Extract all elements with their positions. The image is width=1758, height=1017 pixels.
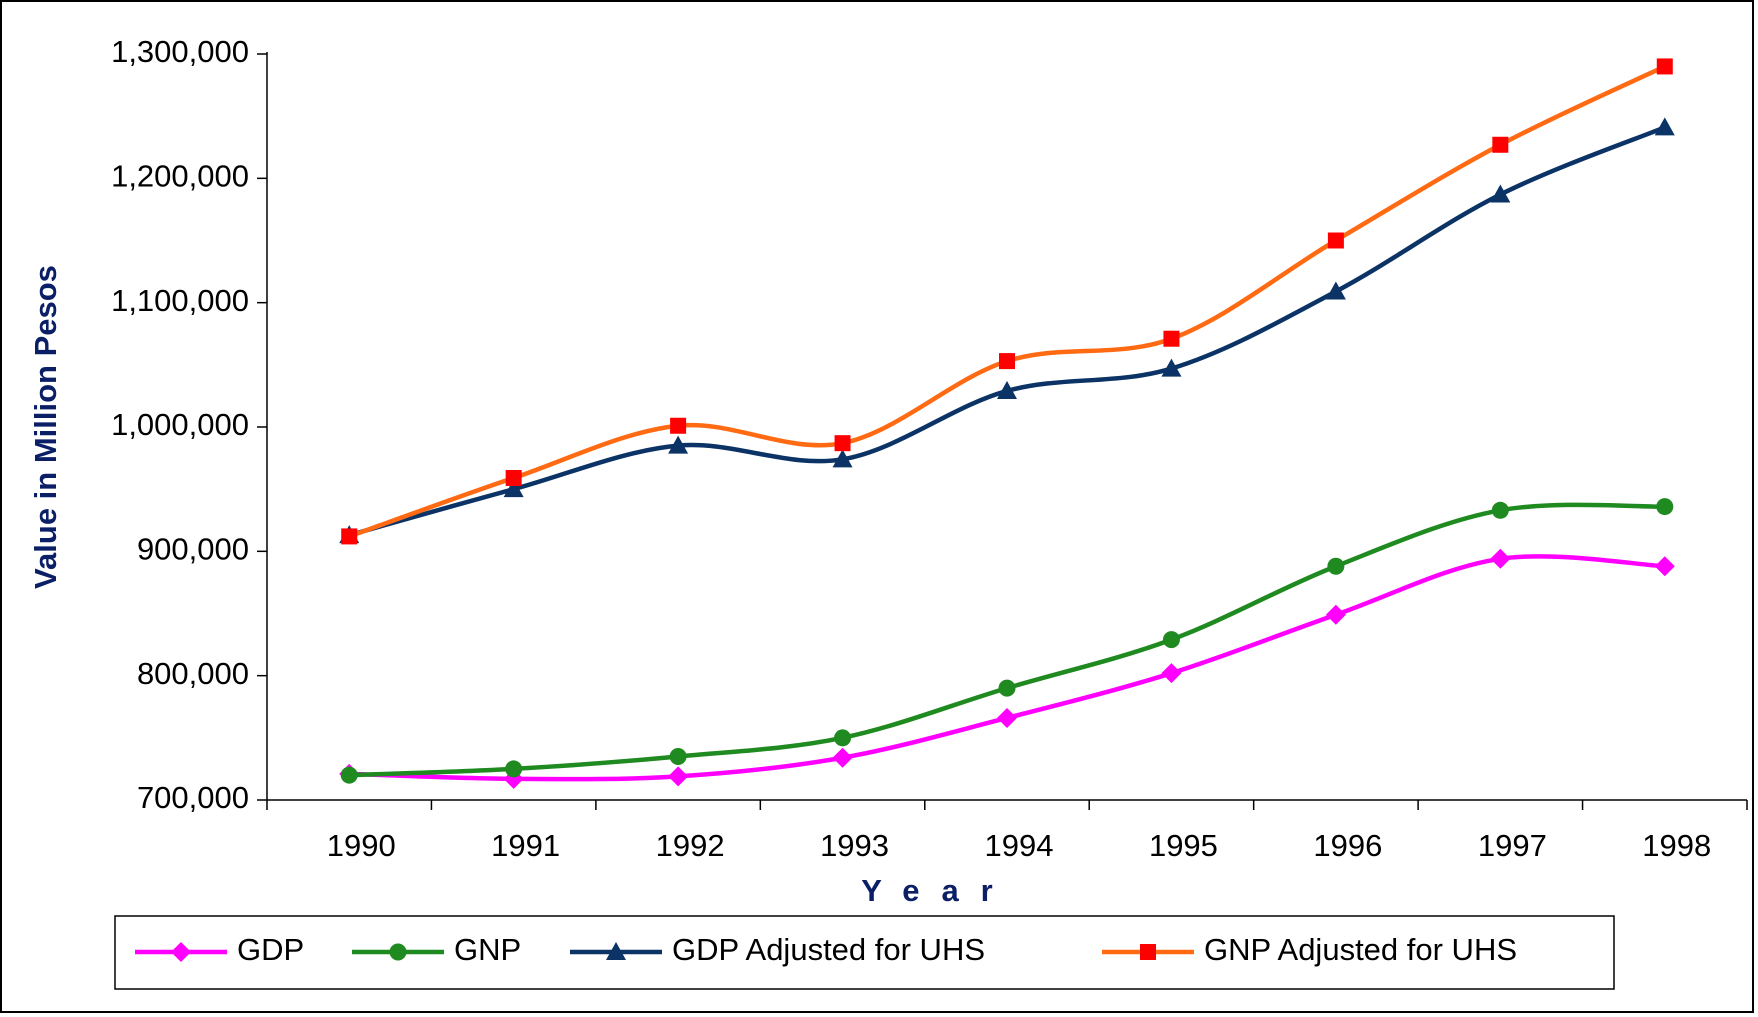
y-tick-label: 1,300,000 bbox=[111, 34, 249, 69]
y-axis-label: Value in Million Pesos bbox=[28, 265, 63, 589]
marker bbox=[1161, 358, 1182, 377]
series-line bbox=[348, 64, 1666, 539]
x-tick-label: 1992 bbox=[656, 828, 725, 863]
x-tick-label: 1996 bbox=[1313, 828, 1382, 863]
x-tick-label: 1993 bbox=[820, 828, 889, 863]
marker bbox=[1163, 330, 1180, 347]
marker bbox=[1325, 604, 1346, 625]
series-line bbox=[349, 502, 1665, 778]
marker bbox=[1327, 557, 1345, 575]
y-tick-label: 800,000 bbox=[137, 656, 249, 691]
marker bbox=[1656, 58, 1673, 75]
marker bbox=[1490, 548, 1511, 569]
legend-label: GDP bbox=[237, 932, 304, 967]
marker bbox=[505, 760, 523, 778]
x-tick-label: 1998 bbox=[1642, 828, 1711, 863]
marker bbox=[1654, 117, 1675, 136]
x-tick-label: 1994 bbox=[985, 828, 1054, 863]
marker bbox=[834, 729, 852, 747]
marker bbox=[503, 479, 524, 498]
x-tick-label: 1995 bbox=[1149, 828, 1218, 863]
marker bbox=[389, 943, 407, 961]
marker bbox=[998, 679, 1016, 697]
y-tick-label: 1,000,000 bbox=[111, 407, 249, 442]
x-axis-label: Year bbox=[861, 873, 1015, 908]
marker bbox=[997, 380, 1017, 399]
marker bbox=[670, 417, 687, 434]
marker bbox=[505, 469, 522, 486]
y-tick-label: 1,200,000 bbox=[111, 159, 249, 194]
marker bbox=[171, 942, 191, 962]
marker bbox=[999, 353, 1015, 370]
marker bbox=[1654, 556, 1675, 577]
marker bbox=[832, 449, 853, 468]
x-tick-label: 1991 bbox=[491, 828, 560, 863]
marker bbox=[1162, 631, 1180, 649]
marker bbox=[1140, 944, 1156, 960]
series-line bbox=[348, 125, 1666, 538]
y-tick-label: 700,000 bbox=[137, 780, 249, 815]
marker bbox=[832, 747, 853, 768]
marker bbox=[997, 707, 1017, 728]
x-tick-label: 1990 bbox=[327, 828, 396, 863]
legend-label: GNP bbox=[454, 932, 521, 967]
marker bbox=[668, 435, 689, 454]
marker bbox=[340, 766, 358, 784]
marker bbox=[668, 766, 689, 787]
x-tick-label: 1997 bbox=[1478, 828, 1547, 863]
marker bbox=[669, 747, 687, 765]
marker bbox=[606, 942, 626, 960]
marker bbox=[1492, 136, 1509, 153]
marker bbox=[1490, 184, 1511, 203]
legend-label: GDP Adjusted for UHS bbox=[672, 932, 985, 967]
series-line bbox=[349, 554, 1665, 782]
y-tick-label: 1,100,000 bbox=[111, 283, 249, 318]
marker bbox=[834, 435, 851, 452]
marker bbox=[1161, 663, 1182, 684]
legend-label: GNP Adjusted for UHS bbox=[1204, 932, 1517, 967]
marker bbox=[1327, 232, 1344, 249]
marker bbox=[1656, 498, 1674, 516]
marker bbox=[1491, 501, 1509, 519]
marker bbox=[341, 528, 358, 545]
y-tick-label: 900,000 bbox=[137, 532, 249, 567]
marker bbox=[1325, 281, 1346, 300]
